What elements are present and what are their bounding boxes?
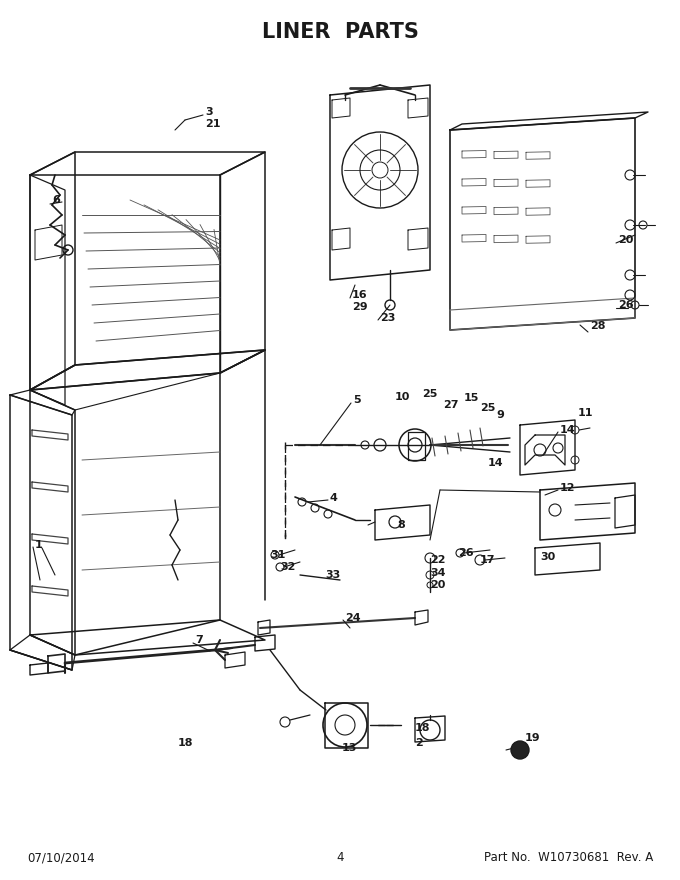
Text: 13: 13 [342, 743, 358, 753]
Text: 19: 19 [525, 733, 541, 743]
Text: 2: 2 [415, 738, 423, 748]
Text: 18: 18 [415, 723, 430, 733]
Circle shape [511, 741, 529, 759]
Text: 26: 26 [618, 300, 634, 310]
Text: 3: 3 [205, 107, 213, 117]
Text: 29: 29 [352, 302, 368, 312]
Text: 8: 8 [397, 520, 405, 530]
Text: 5: 5 [353, 395, 360, 405]
Text: 28: 28 [590, 321, 605, 331]
Text: 27: 27 [443, 400, 458, 410]
Text: 25: 25 [480, 403, 495, 413]
Text: Part No.  W10730681  Rev. A: Part No. W10730681 Rev. A [483, 851, 653, 864]
Text: 16: 16 [352, 290, 368, 300]
Text: 25: 25 [422, 389, 437, 399]
Text: 9: 9 [496, 410, 504, 420]
Text: 14: 14 [560, 425, 576, 435]
Text: 26: 26 [458, 548, 474, 558]
Text: 18: 18 [178, 738, 194, 748]
Text: 1: 1 [35, 540, 43, 550]
Text: 10: 10 [395, 392, 410, 402]
Text: 12: 12 [560, 483, 575, 493]
Text: 07/10/2014: 07/10/2014 [27, 851, 95, 864]
Text: 31: 31 [270, 550, 286, 560]
Text: 20: 20 [618, 235, 633, 245]
Text: 20: 20 [430, 580, 445, 590]
Text: 14: 14 [488, 458, 504, 468]
Text: 32: 32 [280, 562, 295, 572]
Text: 7: 7 [195, 635, 203, 645]
Text: 21: 21 [205, 119, 220, 129]
Text: 34: 34 [430, 568, 445, 578]
Text: LINER  PARTS: LINER PARTS [262, 22, 418, 42]
Text: 6: 6 [52, 195, 60, 205]
Text: 30: 30 [540, 552, 556, 562]
Text: 11: 11 [578, 408, 594, 418]
Text: 22: 22 [430, 555, 445, 565]
Text: 23: 23 [380, 313, 395, 323]
Text: 33: 33 [325, 570, 340, 580]
Text: 17: 17 [480, 555, 496, 565]
Text: 4: 4 [330, 493, 338, 503]
Text: 24: 24 [345, 613, 360, 623]
Text: 15: 15 [464, 393, 479, 403]
Text: 4: 4 [336, 851, 344, 864]
